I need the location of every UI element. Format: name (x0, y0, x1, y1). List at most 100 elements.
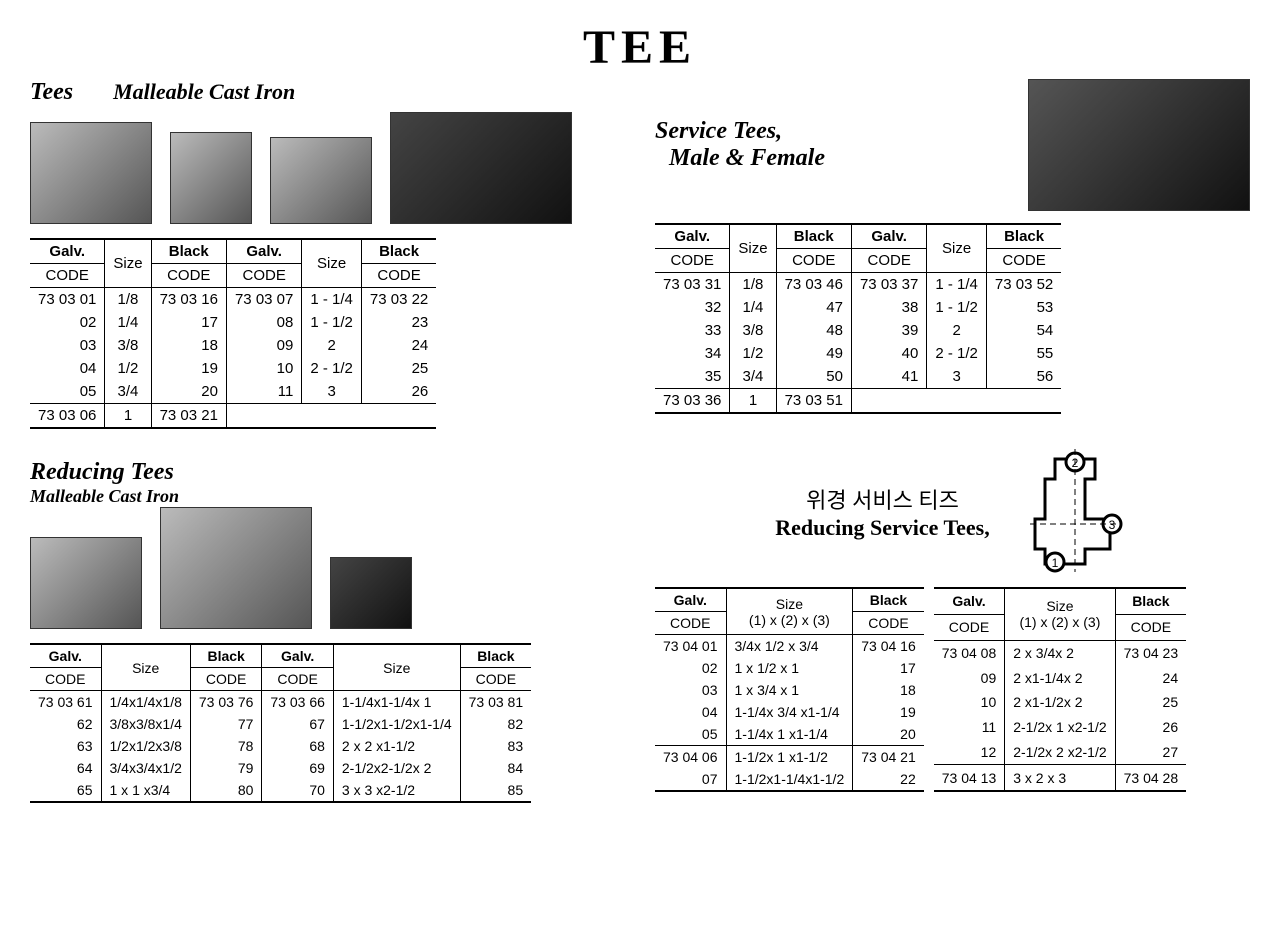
cell: 84 (460, 757, 531, 779)
cell: 73 03 06 (30, 404, 105, 429)
cell: 73 03 01 (30, 288, 105, 312)
reducing-service-diagram-icon: 2 3 1 (1020, 444, 1130, 579)
cell: 73 03 66 (262, 691, 334, 714)
cell: 02 (30, 311, 105, 334)
cell: 1/2x1/2x3/8 (101, 735, 190, 757)
cell: 1 - 1/4 (302, 288, 362, 312)
cell: 25 (1115, 690, 1186, 715)
th-code: CODE (30, 264, 105, 288)
cell: 70 (262, 779, 334, 802)
th-size: Size (101, 644, 190, 691)
cell: 62 (30, 713, 101, 735)
cell: 24 (361, 334, 436, 357)
tees-table: Galv. Size Black Galv. Size Black CODE C… (30, 238, 436, 429)
cell: 18 (853, 679, 924, 701)
cell: 73 03 36 (655, 389, 730, 414)
cell: 79 (190, 757, 262, 779)
cell: 10 (934, 690, 1005, 715)
cell: 1 (105, 404, 151, 429)
th-size: Size (1) x (2) x (3) (726, 588, 853, 635)
cell: 2-1/2x 2 x2-1/2 (1005, 739, 1115, 764)
th-galv: Galv. (655, 224, 730, 249)
service-tees-title-l2: Male & Female (669, 145, 825, 172)
cell: 67 (262, 713, 334, 735)
cell: 08 (226, 311, 301, 334)
cell: 78 (190, 735, 262, 757)
cell: 82 (460, 713, 531, 735)
th-code: CODE (655, 612, 726, 635)
cell: 33 (655, 319, 730, 342)
cell: 1/4 (730, 296, 776, 319)
th-black: Black (1115, 588, 1186, 614)
cell: 83 (460, 735, 531, 757)
service-tee-image (1028, 79, 1250, 211)
cell: 2-1/2x 1 x2-1/2 (1005, 715, 1115, 740)
cell: 73 04 23 (1115, 640, 1186, 665)
svg-text:3: 3 (1108, 518, 1115, 532)
cell: 68 (262, 735, 334, 757)
cell: 09 (934, 665, 1005, 690)
th-size: Size (105, 239, 151, 288)
reducing-tees-images (30, 507, 625, 629)
cell: 2 x 3/4x 2 (1005, 640, 1115, 665)
size-sub-label: (1) x (2) x (3) (1013, 614, 1106, 630)
th-code: CODE (1115, 614, 1186, 640)
cell: 77 (190, 713, 262, 735)
cell: 47 (776, 296, 851, 319)
tees-images (30, 112, 625, 224)
cell: 1-1/4x 3/4 x1-1/4 (726, 701, 853, 723)
th-code: CODE (30, 668, 101, 691)
cell: 3/4 (730, 365, 776, 389)
reducing-service-table-left: Galv. Size (1) x (2) x (3) Black CODE CO… (655, 587, 924, 792)
cell: 50 (776, 365, 851, 389)
cell: 26 (361, 380, 436, 404)
cell: 3/8x3/8x1/4 (101, 713, 190, 735)
cell: 1/8 (105, 288, 151, 312)
cell: 3/4x3/4x1/2 (101, 757, 190, 779)
cell: 04 (30, 357, 105, 380)
th-size: Size (302, 239, 362, 288)
cell: 3/4 (105, 380, 151, 404)
cell: 73 03 21 (151, 404, 226, 429)
cell: 20 (151, 380, 226, 404)
cell: 25 (361, 357, 436, 380)
cell: 07 (655, 768, 726, 791)
cell: 73 03 22 (361, 288, 436, 312)
cell: 73 04 13 (934, 765, 1005, 791)
cell: 11 (226, 380, 301, 404)
cell: 73 03 76 (190, 691, 262, 714)
cell: 1-1/4x 1 x1-1/4 (726, 723, 853, 746)
cell: 19 (853, 701, 924, 723)
cell: 3/8 (105, 334, 151, 357)
th-size: Size (1) x (2) x (3) (1005, 588, 1115, 640)
th-galv: Galv. (851, 224, 926, 249)
cell: 1 - 1/2 (927, 296, 987, 319)
cell: 2 - 1/2 (927, 342, 987, 365)
service-tees-title-l1: Service Tees, (655, 118, 825, 145)
cell: 1 (730, 389, 776, 414)
th-code: CODE (226, 264, 301, 288)
cell: 32 (655, 296, 730, 319)
th-black: Black (151, 239, 226, 264)
cell: 3/4x 1/2 x 3/4 (726, 635, 853, 658)
size-label: Size (735, 596, 845, 612)
cell: 3 x 2 x 3 (1005, 765, 1115, 791)
cell: 1 - 1/4 (927, 273, 987, 297)
th-black: Black (776, 224, 851, 249)
cell: 2 x 2 x1-1/2 (333, 735, 460, 757)
reducing-service-table-right: Galv. Size (1) x (2) x (3) Black CODE CO… (934, 587, 1186, 792)
cell: 38 (851, 296, 926, 319)
cell: 73 03 31 (655, 273, 730, 297)
cell: 1/4 (105, 311, 151, 334)
reducing-service-korean: 위경 서비스 티즈 (775, 483, 990, 515)
reducing-tees-table: Galv. Size Black Galv. Size Black CODE C… (30, 643, 531, 803)
cell: 04 (655, 701, 726, 723)
cell: 73 04 06 (655, 746, 726, 769)
cell: 73 04 08 (934, 640, 1005, 665)
cell: 80 (190, 779, 262, 802)
cell: 64 (30, 757, 101, 779)
th-code: CODE (776, 249, 851, 273)
th-code: CODE (655, 249, 730, 273)
cell: 73 03 81 (460, 691, 531, 714)
cell: 17 (151, 311, 226, 334)
